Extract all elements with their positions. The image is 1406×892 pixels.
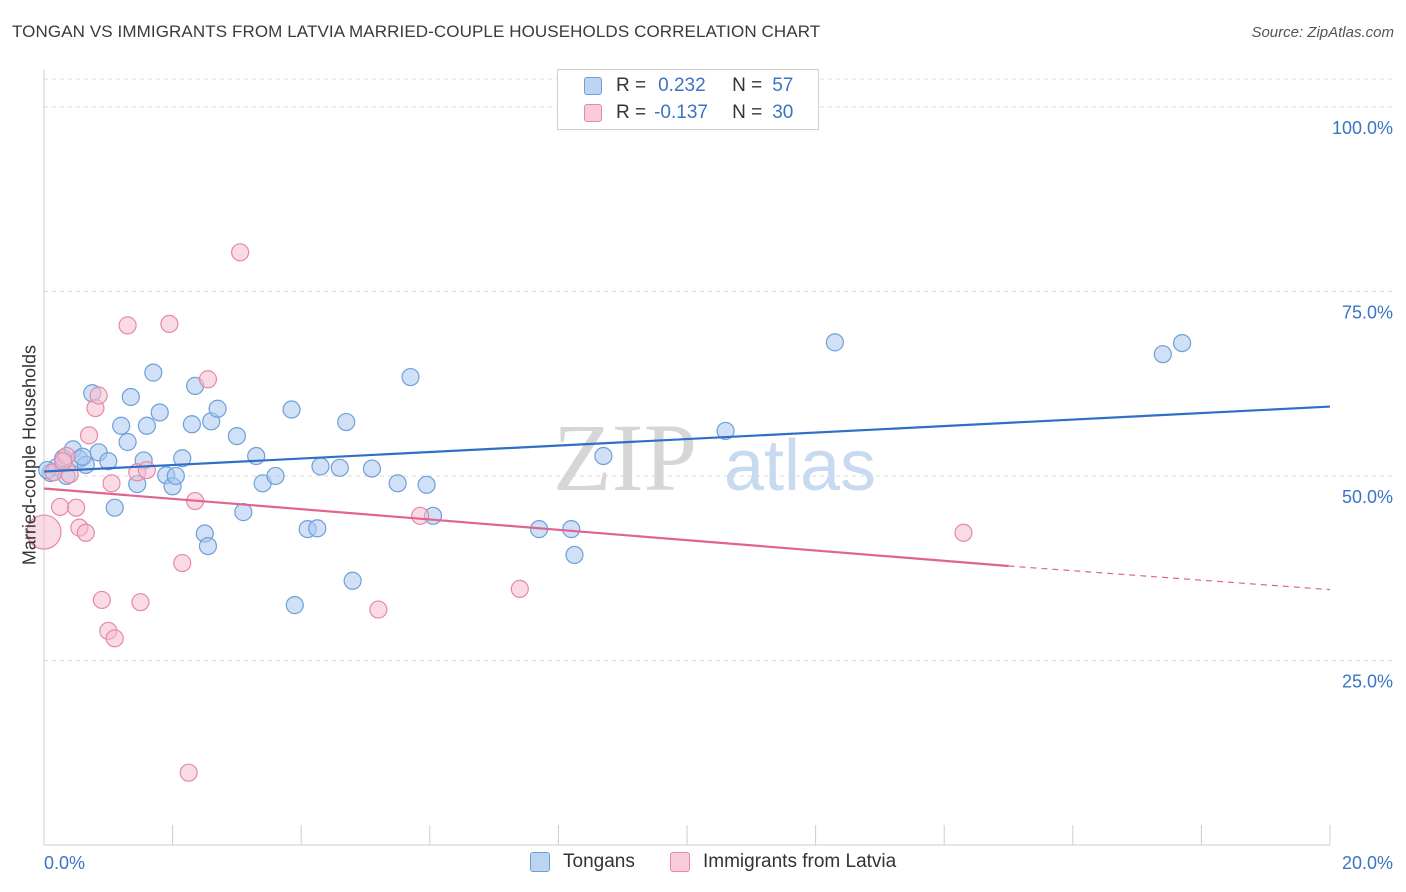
tongan-point[interactable] bbox=[150, 403, 169, 422]
legend-n-label: N = bbox=[732, 102, 763, 123]
axes bbox=[43, 70, 1331, 846]
tick-labels: 25.0% 50.0% 75.0% 100.0% 0.0% 20.0% bbox=[44, 118, 1393, 873]
legend-row-latvia: R = -0.137 N = 30 bbox=[584, 101, 793, 125]
tongan-point[interactable] bbox=[198, 536, 218, 556]
latvia-point[interactable] bbox=[92, 590, 111, 610]
chart-title: TONGAN VS IMMIGRANTS FROM LATVIA MARRIED… bbox=[12, 22, 821, 41]
latvia-point[interactable] bbox=[79, 426, 99, 445]
tongan-point[interactable] bbox=[112, 416, 131, 435]
trend-lines bbox=[43, 405, 1331, 591]
tongan-point[interactable] bbox=[99, 452, 118, 471]
legend-swatch-pink bbox=[584, 104, 602, 122]
tongan-point[interactable] bbox=[105, 498, 124, 517]
tongan-point[interactable] bbox=[594, 446, 613, 466]
latvia-point[interactable] bbox=[118, 316, 137, 335]
tongan-point[interactable] bbox=[166, 466, 185, 486]
legend-r-label: R = bbox=[616, 102, 647, 123]
legend-r-value: -0.137 bbox=[654, 102, 708, 123]
latvia-point[interactable] bbox=[369, 600, 388, 619]
tongan-point[interactable] bbox=[1153, 345, 1172, 364]
legend-item-label: Tongans bbox=[563, 851, 635, 872]
latvia-point[interactable] bbox=[173, 553, 192, 573]
latvia-point[interactable] bbox=[160, 314, 179, 334]
tongan-point[interactable] bbox=[362, 459, 382, 478]
tongan-point[interactable] bbox=[825, 333, 844, 352]
tongan-point[interactable] bbox=[173, 449, 192, 468]
latvia-point[interactable] bbox=[510, 579, 529, 598]
tongans-trend-line bbox=[43, 405, 1331, 473]
latvia-point[interactable] bbox=[198, 370, 218, 389]
latvia-point[interactable] bbox=[102, 474, 121, 493]
legend-item-latvia[interactable]: Immigrants from Latvia bbox=[670, 851, 896, 873]
tongan-point[interactable] bbox=[417, 475, 436, 494]
tongan-point[interactable] bbox=[330, 458, 349, 477]
tongan-point[interactable] bbox=[266, 466, 285, 486]
grid-lines bbox=[44, 78, 1392, 661]
tongans-swatch bbox=[530, 852, 550, 872]
tongan-point[interactable] bbox=[121, 387, 140, 407]
tongan-point[interactable] bbox=[137, 416, 156, 435]
tongan-point[interactable] bbox=[343, 571, 362, 590]
latvia-point[interactable] bbox=[76, 523, 95, 542]
chart-source: Source: ZipAtlas.com bbox=[1251, 24, 1394, 41]
tongan-point[interactable] bbox=[285, 596, 304, 615]
latvia-trend-line bbox=[43, 487, 1009, 568]
latvia-point[interactable] bbox=[954, 523, 973, 542]
legend-swatch-blue bbox=[584, 77, 602, 95]
tongan-point[interactable] bbox=[73, 447, 92, 466]
tongan-point[interactable] bbox=[716, 421, 735, 441]
legend-n-value: 30 bbox=[772, 102, 794, 123]
zipatlas-watermark: ZIP atlas bbox=[553, 404, 876, 511]
latvia-point[interactable] bbox=[179, 763, 198, 782]
tongan-point[interactable] bbox=[401, 367, 420, 387]
legend-r-label: R = bbox=[616, 75, 647, 96]
latvia-trend-extension bbox=[1008, 565, 1331, 591]
y-axis-label: Married-couple Households bbox=[19, 344, 40, 566]
latvia-point[interactable] bbox=[137, 460, 156, 480]
legend-n-label: N = bbox=[732, 75, 763, 96]
y-tick-label: 75.0% bbox=[1342, 302, 1393, 322]
legend-row-tongans: R = 0.232 N = 57 bbox=[584, 74, 793, 98]
tongan-point[interactable] bbox=[208, 399, 227, 418]
stats-legend: R = 0.232 N = 57 R = -0.137 N = 30 bbox=[557, 69, 819, 130]
latvia-point[interactable] bbox=[26, 514, 62, 550]
tongan-point[interactable] bbox=[337, 412, 356, 432]
watermark-zip: ZIP bbox=[553, 404, 697, 511]
latvia-point[interactable] bbox=[131, 593, 150, 612]
latvia-swatch bbox=[670, 852, 690, 872]
watermark-atlas: atlas bbox=[724, 426, 876, 506]
latvia-point[interactable] bbox=[54, 452, 73, 471]
tongan-point[interactable] bbox=[118, 432, 137, 452]
tongan-point[interactable] bbox=[144, 363, 163, 382]
legend-n-value: 57 bbox=[772, 75, 794, 96]
x-tick-label: 0.0% bbox=[44, 853, 85, 873]
y-tick-label: 50.0% bbox=[1342, 487, 1393, 507]
tongan-point[interactable] bbox=[282, 400, 301, 419]
tongan-point[interactable] bbox=[227, 426, 246, 446]
tongan-point[interactable] bbox=[1173, 333, 1192, 353]
legend-item-tongans[interactable]: Tongans bbox=[530, 851, 635, 873]
legend-r-value: 0.232 bbox=[658, 75, 706, 96]
tongan-point[interactable] bbox=[311, 457, 330, 476]
tongan-point[interactable] bbox=[308, 519, 327, 538]
tongan-point[interactable] bbox=[562, 519, 581, 539]
latvia-point[interactable] bbox=[50, 497, 70, 517]
latvia-point[interactable] bbox=[89, 386, 108, 405]
legend-item-label: Immigrants from Latvia bbox=[703, 851, 897, 872]
y-tick-label: 25.0% bbox=[1342, 671, 1393, 691]
series-legend: Tongans Immigrants from Latvia bbox=[0, 851, 1406, 877]
tongan-point[interactable] bbox=[565, 545, 584, 565]
latvia-point[interactable] bbox=[67, 498, 86, 517]
latvia-point[interactable] bbox=[105, 629, 124, 648]
y-tick-label: 100.0% bbox=[1332, 118, 1393, 138]
data-points bbox=[26, 243, 1192, 782]
latvia-point[interactable] bbox=[231, 243, 250, 262]
tongan-point[interactable] bbox=[234, 503, 253, 522]
tongan-point[interactable] bbox=[388, 474, 407, 493]
tongan-point[interactable] bbox=[182, 415, 201, 434]
latvia-point[interactable] bbox=[411, 506, 430, 525]
x-tick-label: 20.0% bbox=[1342, 853, 1393, 873]
